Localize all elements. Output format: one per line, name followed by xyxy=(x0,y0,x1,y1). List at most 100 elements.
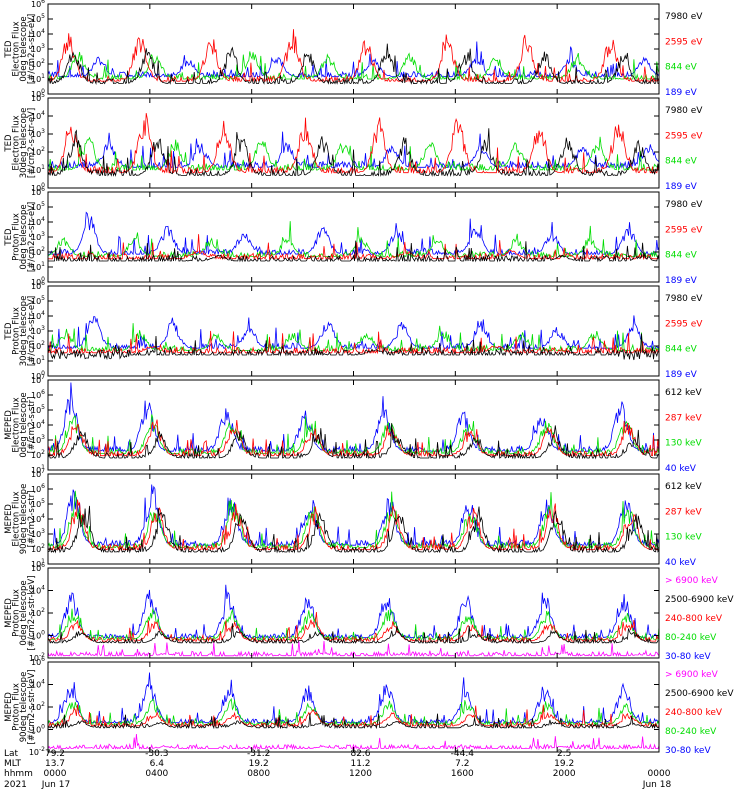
y-tick-label: 105 xyxy=(31,13,45,24)
y-tick-label: 103 xyxy=(31,231,45,242)
y-tick-exponent: 6 xyxy=(41,483,45,490)
legend-entry: 287 keV xyxy=(665,507,702,517)
traces-group xyxy=(48,672,659,751)
footer-mlt-value: 7.2 xyxy=(455,759,469,769)
footer-end-date: Jun 18 xyxy=(642,780,672,790)
y-tick-exponent: 3 xyxy=(41,434,45,441)
series-line-30-80-keV xyxy=(48,584,659,640)
legend-entry: 7980 eV xyxy=(665,106,703,116)
legend-entry: 844 eV xyxy=(665,345,698,355)
y-tick-label: 103 xyxy=(31,128,45,139)
y-axis-label-line: 0deg telescope xyxy=(19,392,29,457)
y-tick-exponent: 3 xyxy=(41,128,45,135)
y-tick-label: 103 xyxy=(31,43,45,54)
y-axis-label-line: [#/cm2-s-str-eV] xyxy=(27,14,37,84)
y-tick-exponent: 2 xyxy=(41,58,45,65)
y-tick-label: 102 xyxy=(31,543,45,554)
y-axis-label-line: Proton Flux xyxy=(12,213,22,261)
legend-entry: 40 keV xyxy=(665,464,697,474)
y-tick-label: 105 xyxy=(31,201,45,212)
series-line-287-keV xyxy=(48,499,659,552)
y-axis-label-line: [#/cm2-s-str] xyxy=(27,491,37,548)
legend-entry: 7980 eV xyxy=(665,294,703,304)
legend-entry: 130 keV xyxy=(665,439,702,449)
y-axis-label-line: 0deg telescope xyxy=(19,16,29,81)
legend-entry: 189 eV xyxy=(665,88,698,98)
y-tick-label: 101 xyxy=(31,464,45,475)
y-tick-label: 101 xyxy=(31,261,45,272)
y-tick-exponent: 1 xyxy=(41,355,45,362)
y-axis-label-line: [#/cm2-s-str-eV] xyxy=(27,296,37,366)
series-line-2500-6900-keV xyxy=(48,713,659,730)
footer-start-date: Jun 17 xyxy=(41,780,70,790)
y-tick-label: 101 xyxy=(31,355,45,366)
legend-entry: 7980 eV xyxy=(665,200,703,210)
legend-entry: 844 eV xyxy=(665,251,698,261)
y-tick-exponent: 0 xyxy=(41,88,45,95)
footer-lat-value: -30.3 xyxy=(145,749,168,759)
legend-entry: 30-80 keV xyxy=(665,652,711,662)
legend-entry: 189 eV xyxy=(665,370,698,380)
y-axis-label-line: TED xyxy=(4,134,14,153)
series-line-612-keV xyxy=(48,505,659,554)
footer-row-label: 2021 xyxy=(4,780,27,790)
y-tick-exponent: 5 xyxy=(41,201,45,208)
y-tick-exponent: 6 xyxy=(41,280,45,287)
y-tick-exponent: 1 xyxy=(41,558,45,565)
series-line-189-eV xyxy=(48,211,659,256)
y-tick-exponent: 2 xyxy=(41,449,45,456)
y-tick-exponent: 2 xyxy=(41,543,45,550)
series-line-7980-eV xyxy=(48,333,659,361)
y-tick-exponent: 4 xyxy=(41,585,45,592)
y-tick-label: 106 xyxy=(31,656,45,667)
y-tick-label: 100 xyxy=(31,630,45,641)
y-tick-label: 106 xyxy=(31,280,45,291)
y-axis-label-line: Electron Flux xyxy=(12,21,22,76)
footer-row-label: Lat xyxy=(4,749,19,759)
y-tick-label: 103 xyxy=(31,325,45,336)
y-tick-exponent: 6 xyxy=(41,186,45,193)
y-tick-label: 106 xyxy=(31,562,45,573)
y-tick-label: 102 xyxy=(31,449,45,460)
y-tick-label: 107 xyxy=(31,374,45,385)
footer-mlt-value: 11.2 xyxy=(350,759,370,769)
y-axis-label-line: MEPED xyxy=(4,504,14,534)
y-tick-exponent: 6 xyxy=(41,562,45,569)
footer-time-tick: 2000 xyxy=(553,769,576,779)
y-tick-label: 105 xyxy=(31,498,45,509)
y-tick-exponent: 4 xyxy=(41,513,45,520)
footer-time-tick: 0400 xyxy=(145,769,168,779)
series-line-844-eV xyxy=(48,221,659,259)
y-axis-label-line: [#/cm2-s-str] xyxy=(27,397,37,454)
series-line-80-240-keV xyxy=(48,697,659,726)
y-tick-exponent: 4 xyxy=(41,679,45,686)
legend-entry: 2500-6900 keV xyxy=(665,689,734,699)
y-tick-label: 107 xyxy=(31,468,45,479)
y-tick-label: 104 xyxy=(31,513,45,524)
y-axis-label-line: Electron Flux xyxy=(12,397,22,452)
footer-lat-value: 2.5 xyxy=(557,749,571,759)
series-line-7980-eV xyxy=(48,43,659,86)
series-line-40-keV xyxy=(48,382,659,453)
legend-entry: 2595 eV xyxy=(665,225,703,235)
y-tick-exponent: 3 xyxy=(41,528,45,535)
y-axis-label-line: Electron Flux xyxy=(12,115,22,170)
footer-mlt-value: 13.7 xyxy=(45,759,65,769)
y-tick-label: 106 xyxy=(31,0,45,9)
footer-row-label: hhmm xyxy=(4,769,33,779)
y-tick-label: 104 xyxy=(31,216,45,227)
y-axis-label-line: 0deg telescope xyxy=(19,580,29,645)
y-tick-exponent: 2 xyxy=(41,146,45,153)
y-tick-exponent: 1 xyxy=(41,464,45,471)
y-tick-exponent: 1 xyxy=(41,261,45,268)
y-axis-label-line: MEPED xyxy=(4,410,14,440)
legend-entry: 189 eV xyxy=(665,276,698,286)
footer-lat-value: 79.2 xyxy=(45,749,65,759)
y-tick-label: 102 xyxy=(31,340,45,351)
legend-entry: > 6900 keV xyxy=(665,670,719,680)
legend-entry: 612 keV xyxy=(665,482,702,492)
traces-group xyxy=(48,113,659,177)
